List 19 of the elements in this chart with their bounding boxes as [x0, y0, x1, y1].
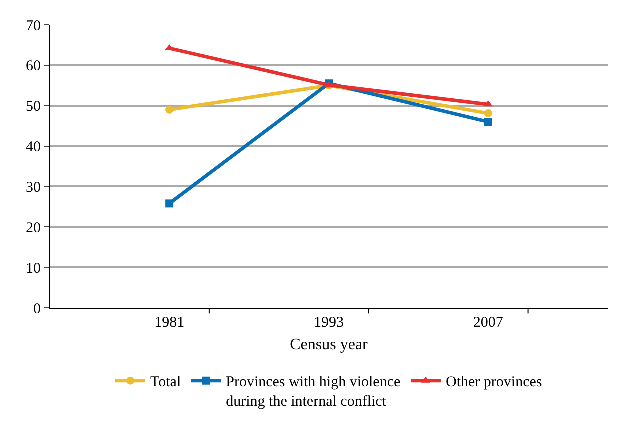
- x-tick-label: 2007: [473, 315, 504, 331]
- y-tick-label: 0: [34, 301, 41, 318]
- y-tick-label: 10: [26, 260, 41, 277]
- x-tick-label: 1993: [314, 315, 344, 331]
- y-tick-label: 20: [26, 220, 41, 236]
- y-tick-label: 40: [26, 140, 41, 156]
- point: [484, 110, 492, 118]
- x-tick-label: 1981: [154, 315, 185, 331]
- y-tick-label: 30: [26, 180, 41, 196]
- legend-label: Total: [150, 374, 182, 391]
- point: [166, 200, 174, 208]
- x-axis-title: Census year: [290, 336, 369, 354]
- point: [166, 106, 174, 114]
- y-tick-label: 50: [26, 99, 41, 116]
- point: [484, 118, 492, 126]
- y-tick-label: 60: [26, 58, 41, 75]
- legend-label: Other provinces: [446, 374, 542, 391]
- legend-label: Provinces with high violence during the internal conflict: [226, 374, 401, 410]
- y-tick-label: 70: [26, 18, 41, 34]
